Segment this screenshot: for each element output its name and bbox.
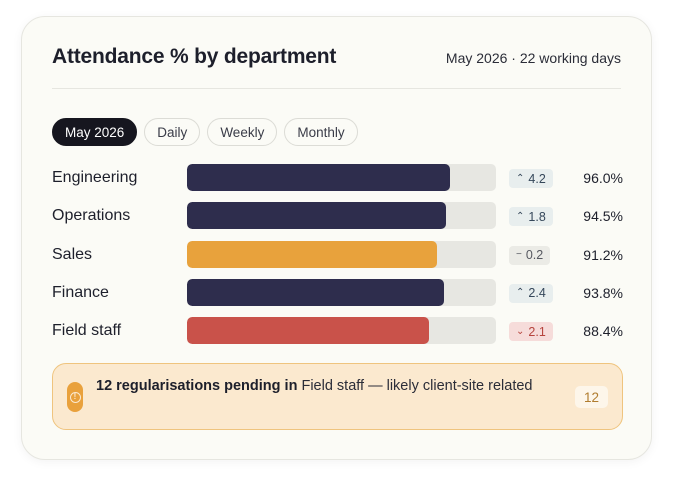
tab-daily[interactable]: Daily bbox=[144, 118, 201, 146]
period-tabs: May 2026 Daily Weekly Monthly bbox=[52, 118, 358, 146]
department-row: Finance ⌃ 2.4 93.8% bbox=[52, 278, 623, 316]
attendance-percent: 94.5% bbox=[583, 208, 623, 225]
trend-up-icon: ⌃ bbox=[516, 172, 525, 184]
attendance-bar-track bbox=[187, 164, 496, 191]
pending-regularisations-alert[interactable]: ! 12 regularisations pending in Field st… bbox=[52, 363, 623, 430]
department-name: Sales bbox=[52, 245, 93, 263]
trend-up-icon: ⌃ bbox=[516, 287, 525, 299]
tab-weekly[interactable]: Weekly bbox=[207, 118, 278, 146]
delta-value: 0.2 bbox=[525, 248, 544, 263]
department-row: Sales − 0.2 91.2% bbox=[52, 240, 623, 278]
department-row: Field staff ⌄ 2.1 88.4% bbox=[52, 316, 623, 354]
department-name: Field staff bbox=[52, 322, 122, 340]
attendance-bar-track bbox=[187, 317, 496, 345]
attendance-bar-track bbox=[187, 278, 496, 306]
delta-badge: ⌄ 2.1 bbox=[509, 322, 553, 342]
delta-badge: ⌃ 1.8 bbox=[509, 207, 553, 227]
trend-flat-icon: − bbox=[516, 249, 522, 261]
department-name: Finance bbox=[52, 283, 109, 301]
attendance-percent: 96.0% bbox=[583, 170, 623, 186]
attendance-bar-fill bbox=[187, 164, 451, 191]
trend-up-icon: ⌃ bbox=[516, 210, 525, 222]
card-title: Attendance % by department bbox=[52, 45, 337, 68]
attendance-percent: 88.4% bbox=[583, 323, 623, 340]
tab-may-2026[interactable]: May 2026 bbox=[52, 118, 138, 146]
delta-badge: ⌃ 4.2 bbox=[509, 169, 553, 188]
department-name: Engineering bbox=[52, 169, 138, 186]
delta-badge: ⌃ 2.4 bbox=[509, 283, 553, 303]
attendance-bar-fill bbox=[187, 278, 445, 306]
trend-down-icon: ⌄ bbox=[516, 325, 525, 337]
attendance-bar-fill bbox=[187, 317, 430, 345]
attendance-percent: 91.2% bbox=[583, 246, 623, 263]
period-label: May 2026 · 22 working days bbox=[445, 50, 621, 66]
department-list: Engineering ⌃ 4.2 96.0% Operations ⌃ 1.8… bbox=[52, 163, 623, 354]
attendance-card: Attendance % by department May 2026 · 22… bbox=[21, 16, 652, 460]
alert-bold-text: 12 regularisations pending in bbox=[96, 378, 298, 394]
attendance-bar-fill bbox=[187, 202, 446, 230]
attendance-bar-track bbox=[187, 202, 496, 230]
attendance-bar-track bbox=[187, 240, 496, 268]
delta-value: 4.2 bbox=[528, 171, 546, 186]
delta-value: 2.4 bbox=[528, 286, 546, 301]
department-name: Operations bbox=[52, 207, 131, 225]
tab-monthly[interactable]: Monthly bbox=[284, 118, 358, 146]
department-row: Engineering ⌃ 4.2 96.0% bbox=[52, 163, 623, 201]
alert-count-badge: 12 bbox=[574, 386, 608, 408]
attendance-bar-fill bbox=[187, 240, 437, 268]
delta-badge: − 0.2 bbox=[509, 245, 551, 265]
card-header: Attendance % by department May 2026 · 22… bbox=[52, 45, 621, 89]
delta-value: 2.1 bbox=[528, 324, 546, 339]
alert-detail-text: Field staff — likely client-site related bbox=[297, 378, 533, 394]
attendance-percent: 93.8% bbox=[583, 284, 623, 301]
delta-value: 1.8 bbox=[528, 209, 546, 224]
alert-circle-icon: ! bbox=[67, 382, 83, 412]
alert-message: 12 regularisations pending in Field staf… bbox=[96, 376, 536, 397]
department-row: Operations ⌃ 1.8 94.5% bbox=[52, 201, 623, 239]
